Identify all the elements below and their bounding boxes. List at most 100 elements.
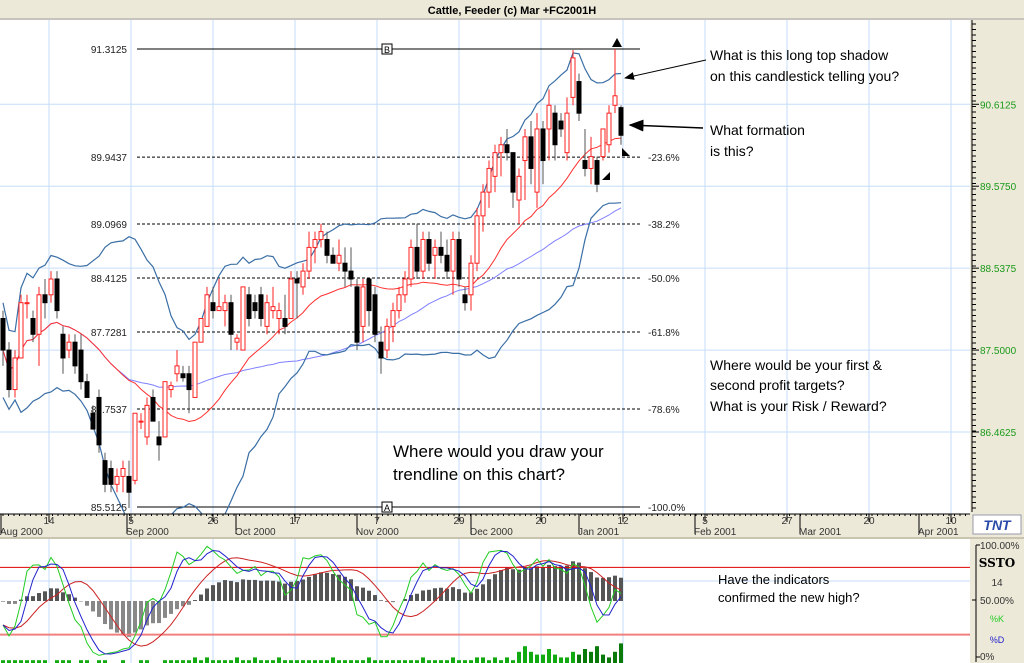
volume-bar	[367, 657, 371, 663]
histogram-bar	[7, 601, 11, 604]
volume-bar	[307, 660, 311, 663]
volume-bar	[487, 660, 491, 663]
candle-up	[114, 475, 120, 485]
time-axis-day-label: 29	[453, 516, 465, 527]
histogram-bar	[337, 574, 341, 601]
annotation-indicators-2: confirmed the new high?	[718, 590, 860, 605]
candle-up	[384, 325, 390, 351]
candle-down	[504, 144, 510, 154]
candle-up	[360, 286, 366, 327]
histogram-bar	[553, 566, 557, 601]
candle-down	[354, 286, 360, 343]
volume-bar	[457, 660, 461, 663]
volume-bar	[13, 660, 17, 663]
histogram-bar	[115, 601, 119, 633]
volume-bar	[139, 660, 143, 663]
volume-bar	[241, 660, 245, 663]
histogram-bar	[109, 601, 113, 630]
volume-bar	[301, 660, 305, 663]
time-axis-month-label: Mar 2001	[799, 527, 842, 538]
stochastic-axis	[970, 539, 1024, 663]
histogram-bar	[241, 579, 245, 601]
histogram-bar	[259, 580, 263, 601]
candle-down	[294, 278, 300, 284]
candle-up	[198, 317, 204, 343]
candle-up	[132, 412, 138, 481]
histogram-bar	[493, 574, 497, 601]
fib-price-label: 89.0969	[91, 220, 128, 231]
histogram-bar	[223, 580, 227, 601]
histogram-bar	[67, 594, 71, 601]
volume-bar	[511, 660, 515, 663]
candle-down	[372, 294, 378, 335]
annotation-formation-2: is this?	[710, 143, 754, 159]
price-axis-label: 89.5750	[980, 182, 1017, 193]
volume-bar	[325, 660, 329, 663]
volume-bar	[289, 660, 293, 663]
candle-down	[258, 294, 264, 319]
time-axis-month-label: Sep 2000	[126, 527, 169, 538]
candle-down	[594, 160, 600, 185]
price-axis-label: 86.4625	[980, 428, 1017, 439]
candle-down	[438, 246, 444, 256]
candle-down	[60, 333, 66, 359]
candle-down	[150, 396, 156, 422]
histogram-bar	[151, 601, 155, 624]
candle-up	[192, 341, 198, 398]
annotations: What is this long top shadow on this can…	[393, 38, 899, 605]
candle-down	[444, 254, 450, 272]
title-bar	[0, 0, 1024, 19]
candle-down	[6, 349, 12, 391]
candle-up	[144, 404, 150, 438]
candle-down	[78, 349, 84, 383]
histogram-bar	[607, 577, 611, 601]
candle-up	[318, 231, 324, 241]
volume-bar	[271, 660, 275, 663]
volume-bar	[19, 660, 23, 663]
candle-up	[408, 246, 414, 280]
candle-up	[66, 341, 72, 351]
grid	[0, 20, 970, 514]
histogram-bar	[217, 582, 221, 601]
histogram-bar	[289, 581, 293, 601]
volume-bar	[607, 657, 611, 663]
fib-percent-label: -100.0%	[648, 503, 685, 514]
candle-down	[510, 152, 516, 193]
price-axis-ticks	[971, 20, 979, 512]
candle-up	[588, 156, 594, 169]
volume-bar	[235, 657, 239, 663]
time-axis[interactable]	[0, 514, 970, 537]
volume-bar	[601, 654, 605, 663]
candle-down	[186, 373, 192, 391]
fib-anchor-marker: B	[384, 45, 390, 55]
candle-up	[48, 278, 54, 296]
fib-percent-label: -50.0%	[648, 274, 680, 285]
volume-bar	[469, 660, 473, 663]
candle-down	[324, 239, 330, 256]
candle-down	[378, 341, 384, 359]
annotation-targets-3: What is your Risk / Reward?	[710, 398, 887, 414]
stoch-k-legend: %K	[990, 614, 1004, 624]
volume-bar	[211, 660, 215, 663]
volume-bar	[385, 660, 389, 663]
price-panel[interactable]	[0, 20, 970, 514]
histogram-bar	[601, 577, 605, 601]
candle-down	[342, 262, 348, 272]
candle-up	[312, 239, 318, 248]
candle-down	[252, 302, 258, 312]
price-axis-label: 88.5375	[980, 264, 1017, 275]
histogram-bar	[487, 579, 491, 601]
histogram-bar	[169, 601, 173, 614]
histogram-bar	[325, 572, 329, 601]
volume-bar	[85, 660, 89, 663]
volume-bar	[247, 660, 251, 663]
histogram-bar	[61, 592, 65, 601]
volume-bar	[355, 660, 359, 663]
volume-bar	[403, 660, 407, 663]
histogram-bar	[619, 577, 623, 601]
histogram-bar	[385, 601, 389, 603]
stoch-period: 14	[991, 578, 1003, 589]
time-axis-day-label: 20	[535, 516, 547, 527]
fib-price-label: 86.7537	[91, 405, 128, 416]
candle-up	[174, 365, 180, 375]
